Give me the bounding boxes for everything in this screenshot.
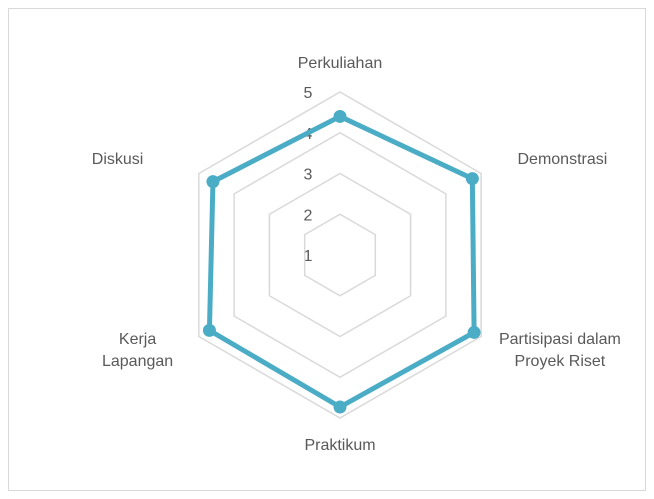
category-label: Kerja Lapangan [101,330,174,370]
category-label: Perkuliahan [297,55,383,72]
point [465,172,479,186]
r-tick-label: 3 [304,167,313,184]
point [202,323,216,337]
r-tick-label: 5 [304,85,313,102]
category-label: Partisipasi dalam Proyek Riset [498,330,621,370]
r-tick-label: 1 [304,248,313,265]
category-label: Demonstrasi [517,150,608,168]
category-label: Praktikum [304,437,376,454]
r-tick-label: 2 [304,207,313,224]
point [206,175,220,189]
point [467,325,481,339]
chart-frame [8,8,646,491]
category-label: Diskusi [91,150,144,168]
grid-ring [303,213,377,297]
point [333,109,347,123]
point [333,400,347,414]
grid-ring [233,131,447,379]
grid-ring [268,172,412,338]
grid-ring [198,91,482,419]
